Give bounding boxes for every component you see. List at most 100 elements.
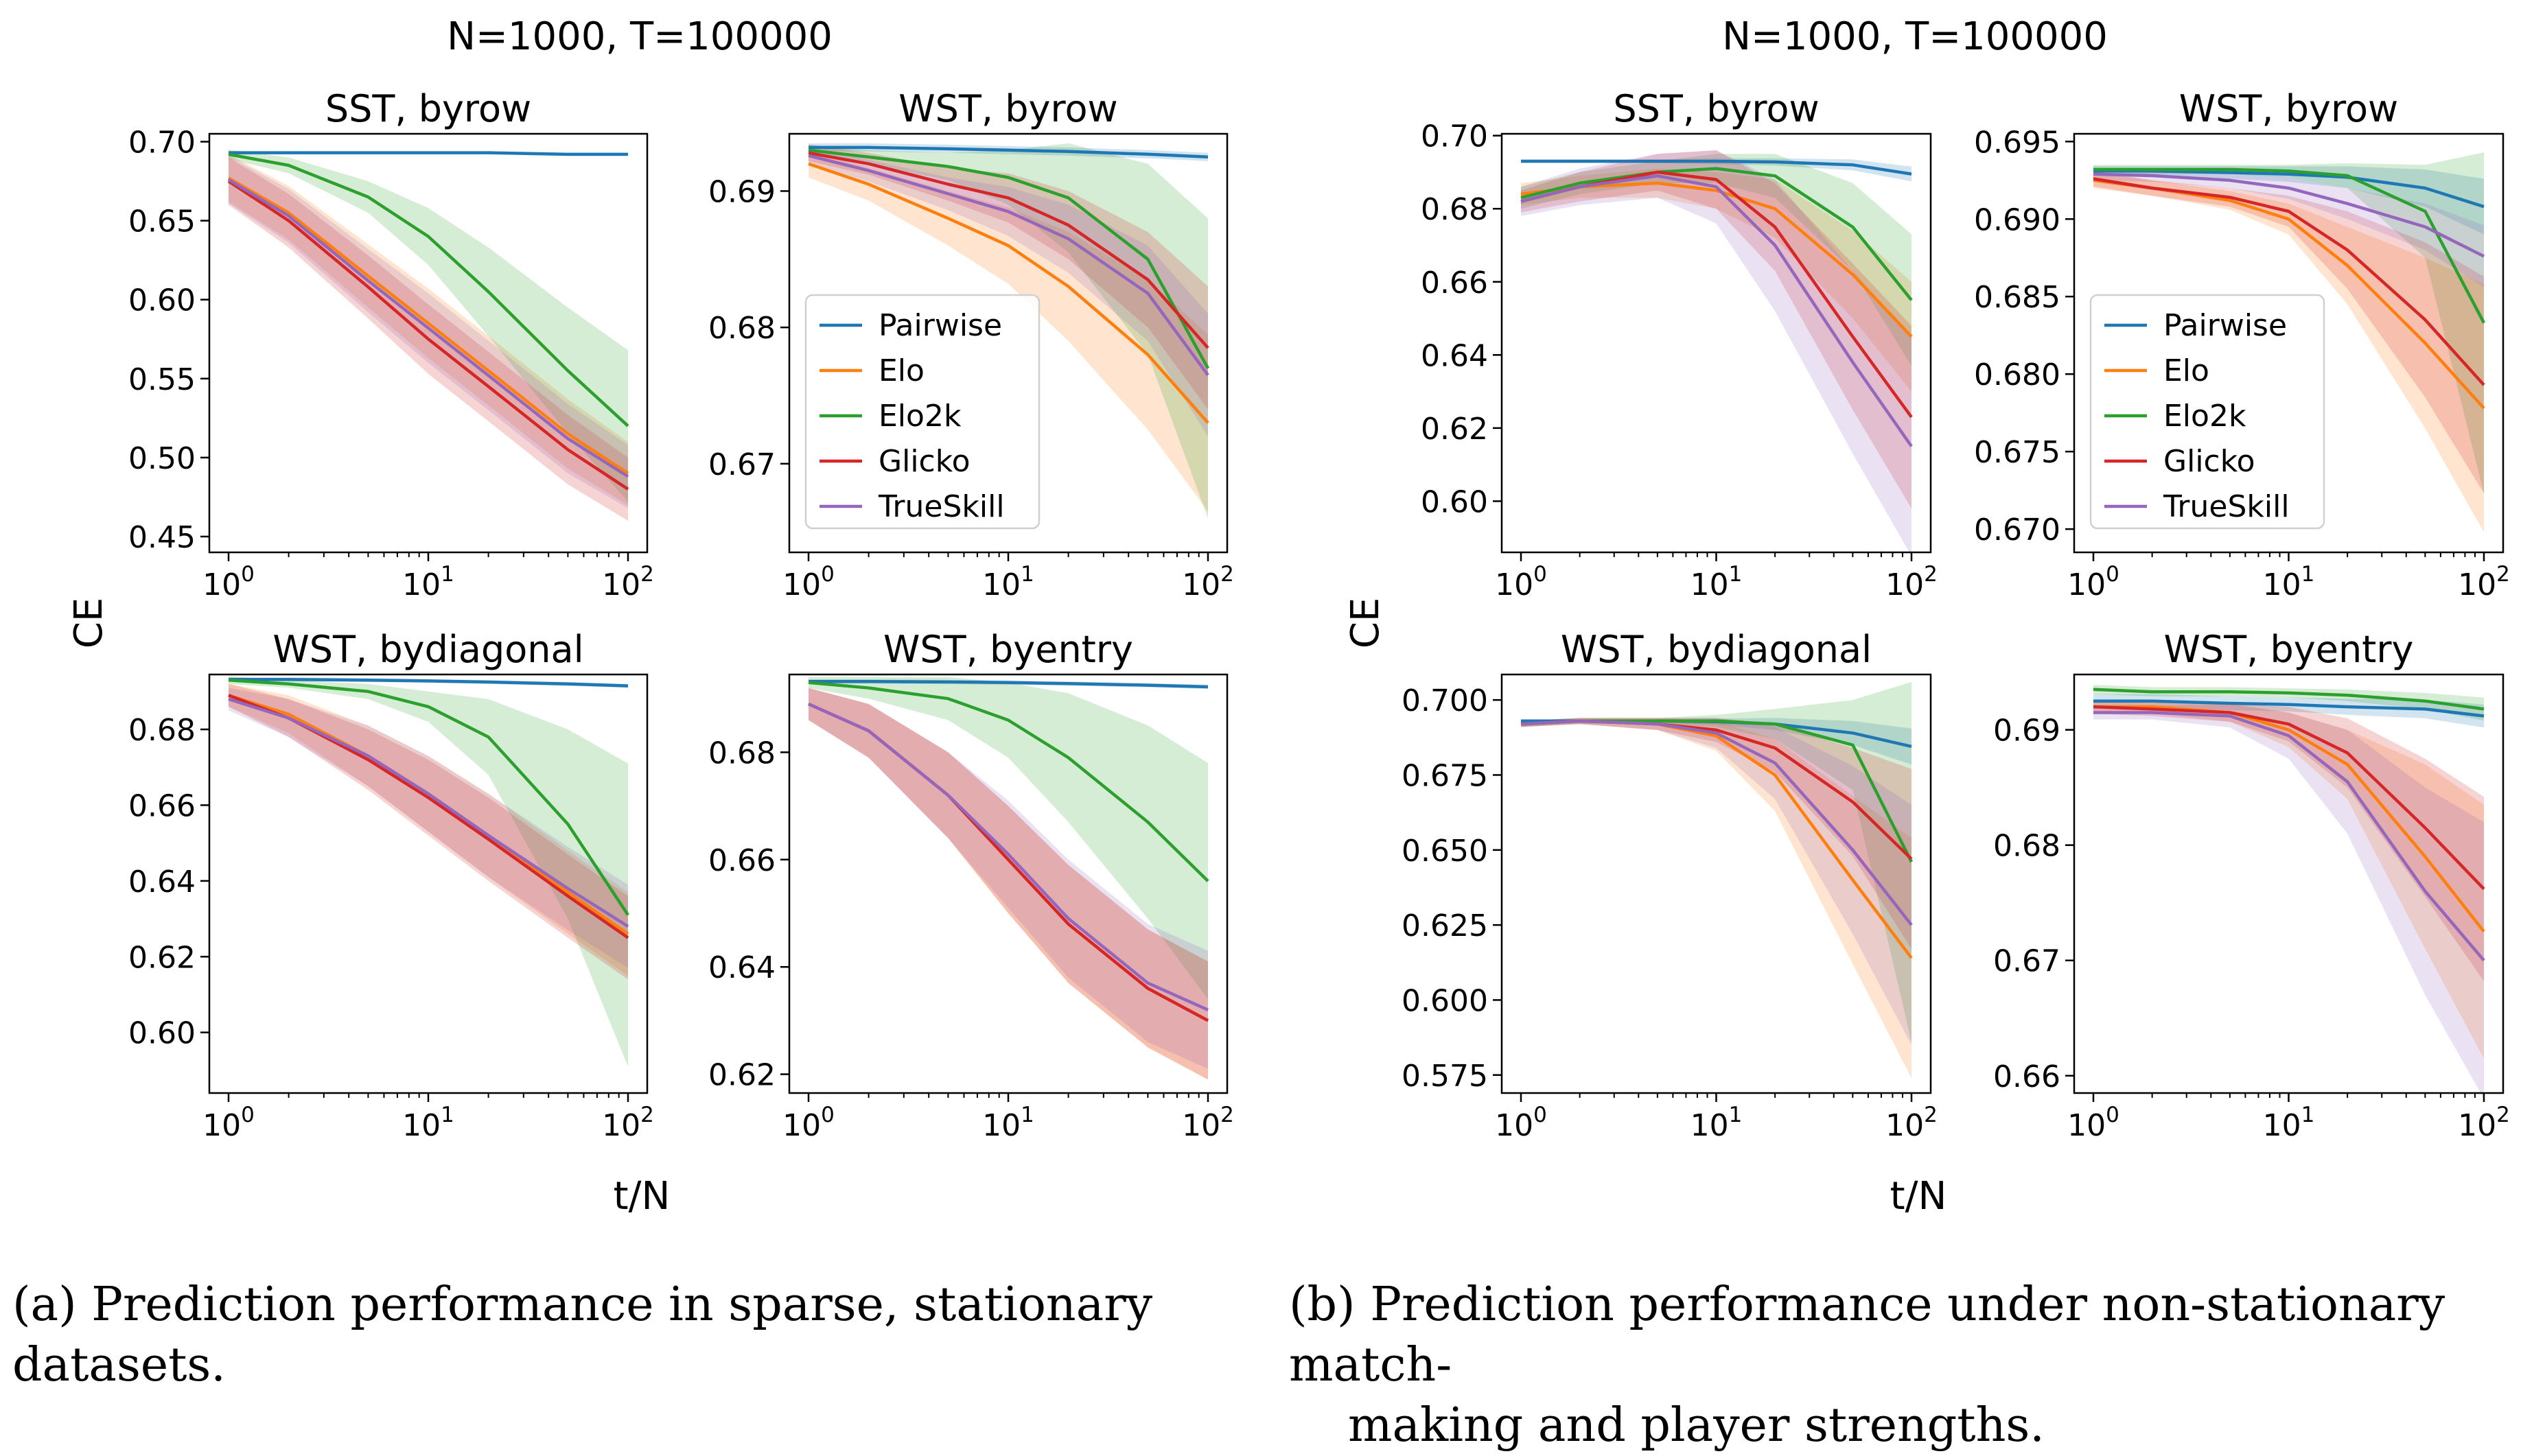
band-glicko	[2093, 700, 2484, 981]
band-elo2k	[229, 150, 628, 502]
legend-box	[804, 294, 1041, 530]
line-elo2k	[2093, 688, 2485, 711]
xtick-label: 102	[602, 1103, 654, 1143]
xtick-label: 100	[202, 1103, 255, 1143]
xtick-label: 102	[1885, 1103, 1938, 1143]
xtick-label: 101	[982, 562, 1034, 602]
caption-b-line2: making and player strengths.	[1348, 1398, 2045, 1453]
panel-a-suptitle: N=1000, T=100000	[447, 14, 833, 59]
subplot-title: SST, byrow	[1613, 87, 1819, 130]
figure: N=1000, T=100000 N=1000, T=100000 CE CE …	[67, 14, 2510, 1219]
ytick-label: 0.69	[1993, 714, 2060, 749]
ytick-label: 0.625	[1402, 908, 1488, 943]
line-pairwise	[809, 145, 1209, 159]
xtick-label: 102	[602, 562, 654, 602]
ytick-label: 0.69	[708, 174, 776, 209]
ytick-label: 0.67	[708, 447, 776, 482]
ytick-label: 0.60	[128, 283, 196, 318]
ytick-label: 0.66	[1993, 1059, 2060, 1094]
line-trueskill	[227, 178, 629, 478]
caption-b-line1: (b) Prediction performance under non-sta…	[1289, 1278, 2445, 1392]
ytick-label: 0.700	[1402, 683, 1488, 718]
ytick-label: 0.65	[128, 204, 196, 239]
band-elo	[809, 150, 1208, 512]
line-trueskill	[2093, 172, 2485, 258]
line-elo2k	[808, 681, 1209, 882]
ytick-label: 0.68	[1421, 192, 1488, 227]
panel-b-ylabel: CE	[1343, 598, 1388, 648]
ytick-label: 0.680	[1974, 357, 2060, 392]
ytick-label: 0.675	[1402, 758, 1488, 793]
subplot-title: WST, byentry	[2164, 628, 2414, 671]
xtick-label: 100	[1495, 1103, 1547, 1143]
ytick-label: 0.685	[1974, 280, 2060, 315]
band-elo	[1521, 168, 1911, 392]
line-elo2k	[808, 148, 1209, 369]
band-elo2k	[229, 676, 628, 1067]
panel-a-ylabel: CE	[67, 598, 111, 648]
band-glicko	[809, 688, 1208, 1080]
band-elo2k	[1521, 154, 1911, 366]
line-elo2k	[228, 152, 629, 427]
xtick-label: 100	[782, 562, 835, 602]
ytick-label: 0.50	[128, 441, 196, 476]
ytick-label: 0.66	[128, 788, 196, 823]
line-elo2k	[1520, 167, 1913, 301]
subplots: SST, byrow 0.45 0.50 0.55 0.60 0.65 0.70 100 101…	[128, 87, 2510, 1143]
xtick-label: 101	[2263, 1103, 2315, 1143]
band-trueskill	[809, 688, 1208, 1069]
caption-a: (a) Prediction performance in sparse, st…	[12, 1278, 1153, 1392]
ytick-label: 0.66	[708, 843, 776, 878]
xtick-label: 102	[1182, 562, 1234, 602]
panel-a-wst-bydiagonal: WST, bydiagonal 0.60 0.62 0.64 0.66 0.68 100 10…	[128, 628, 654, 1143]
legend: Pairwise Elo Elo2k Glicko TrueSkill	[2089, 294, 2325, 530]
band-elo2k	[809, 143, 1208, 519]
ytick-label: 0.70	[1421, 119, 1488, 154]
panel-a-wst-byentry: WST, byentry 0.62 0.64 0.66 0.68 100 101 102	[708, 628, 1234, 1143]
panel-b-wst-byrow: WST, byrow 0.670 0.675 0.680 0.685 0.690 0.695…	[1974, 87, 2510, 602]
ytick-label: 0.68	[708, 736, 776, 771]
panel-a-wst-byrow: WST, byrow 0.67 0.68 0.69 100 101 102 Pairwise E…	[708, 87, 1234, 602]
band-elo2k	[809, 677, 1208, 1000]
ytick-label: 0.650	[1402, 834, 1488, 869]
line-trueskill	[2093, 711, 2485, 962]
ytick-label: 0.600	[1402, 983, 1488, 1018]
band-glicko	[229, 683, 628, 980]
legend-label-glicko: Glicko	[2163, 444, 2255, 479]
band-trueskill	[2093, 704, 2484, 1099]
xtick-label: 100	[782, 1103, 835, 1143]
ytick-label: 0.62	[128, 940, 196, 975]
legend-label-trueskill: TrueSkill	[2163, 489, 2290, 524]
panel-b-wst-byentry: WST, byentry 0.66 0.67 0.68 0.69 100 101 102	[1993, 628, 2510, 1143]
xtick-label: 100	[1495, 562, 1547, 602]
line-pairwise	[229, 151, 628, 156]
band-elo	[229, 683, 628, 976]
ytick-label: 0.575	[1402, 1059, 1488, 1094]
xtick-label: 102	[2458, 562, 2510, 602]
line-trueskill	[1520, 174, 1913, 447]
xtick-label: 101	[1690, 562, 1743, 602]
line-pairwise	[2093, 699, 2485, 718]
line-trueskill	[1520, 719, 1913, 926]
legend-label-pairwise: Pairwise	[2163, 308, 2287, 343]
band-trueskill	[1521, 150, 1911, 556]
band-trueskill	[229, 688, 628, 968]
ytick-label: 0.68	[1993, 829, 2060, 864]
line-pairwise	[809, 679, 1209, 689]
line-elo	[2093, 705, 2485, 933]
panel-a-sst-byrow: SST, byrow 0.45 0.50 0.55 0.60 0.65 0.70 100 101…	[128, 87, 654, 602]
ytick-label: 0.64	[1421, 338, 1488, 373]
line-glicko	[808, 151, 1209, 349]
ytick-label: 0.695	[1974, 125, 2060, 160]
legend-label-trueskill: TrueSkill	[878, 489, 1005, 524]
ytick-label: 0.64	[128, 865, 196, 900]
ytick-label: 0.70	[128, 126, 196, 161]
ytick-label: 0.68	[128, 713, 196, 748]
line-pairwise	[1521, 159, 1912, 176]
xtick-label: 100	[202, 562, 255, 602]
band-trueskill	[1521, 718, 1911, 1045]
band-trueskill	[2093, 167, 2484, 287]
xtick-label: 101	[2263, 562, 2315, 602]
legend-label-elo: Elo	[2163, 353, 2209, 388]
subplot-title: WST, byrow	[2179, 87, 2398, 130]
